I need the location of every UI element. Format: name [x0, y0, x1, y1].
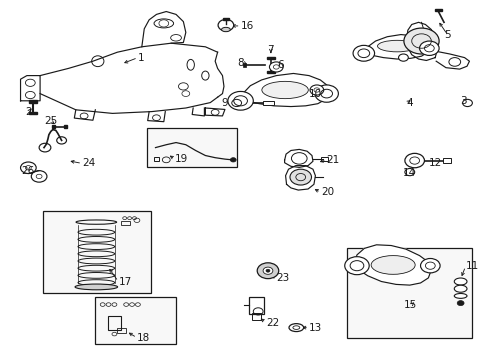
- Text: 6: 6: [277, 60, 284, 70]
- Bar: [43, 211, 150, 293]
- Circle shape: [404, 153, 424, 168]
- Text: 8: 8: [236, 58, 243, 68]
- Text: 24: 24: [82, 158, 95, 168]
- Text: 14: 14: [402, 168, 416, 178]
- Bar: [242, 63, 246, 67]
- Ellipse shape: [75, 284, 118, 290]
- Polygon shape: [20, 76, 40, 101]
- Polygon shape: [74, 110, 95, 120]
- Text: 20: 20: [320, 187, 333, 197]
- Ellipse shape: [370, 256, 414, 274]
- Bar: [121, 221, 130, 225]
- Text: 10: 10: [308, 89, 321, 99]
- Bar: [434, 9, 441, 11]
- Ellipse shape: [453, 285, 466, 292]
- Bar: [266, 57, 274, 59]
- Bar: [29, 112, 37, 114]
- Text: 26: 26: [21, 166, 35, 176]
- Ellipse shape: [288, 324, 303, 332]
- Bar: [146, 128, 237, 167]
- Text: 12: 12: [427, 158, 441, 168]
- Text: 23: 23: [275, 273, 288, 283]
- Polygon shape: [147, 112, 165, 122]
- Bar: [252, 313, 261, 320]
- Circle shape: [420, 258, 439, 273]
- Text: 3: 3: [459, 96, 466, 106]
- Circle shape: [314, 85, 338, 102]
- Polygon shape: [240, 73, 329, 107]
- Circle shape: [231, 99, 241, 107]
- Circle shape: [398, 54, 407, 61]
- Polygon shape: [434, 51, 468, 69]
- Circle shape: [257, 263, 278, 279]
- Ellipse shape: [221, 27, 230, 32]
- Text: 16: 16: [240, 21, 253, 31]
- Text: 19: 19: [175, 154, 188, 164]
- Bar: [95, 297, 176, 344]
- Circle shape: [352, 45, 374, 61]
- Polygon shape: [354, 245, 430, 285]
- Text: 18: 18: [137, 333, 150, 343]
- Bar: [117, 328, 126, 333]
- Bar: [249, 297, 264, 314]
- Text: 4: 4: [406, 98, 413, 108]
- Text: 7: 7: [267, 45, 274, 55]
- Polygon shape: [285, 166, 315, 190]
- Circle shape: [403, 28, 438, 54]
- Polygon shape: [142, 12, 185, 47]
- Text: 2: 2: [25, 107, 32, 117]
- Circle shape: [309, 85, 323, 95]
- Bar: [153, 157, 159, 161]
- Circle shape: [230, 158, 236, 162]
- Text: 1: 1: [138, 53, 144, 63]
- Bar: [223, 18, 228, 20]
- Text: 25: 25: [44, 116, 58, 126]
- Circle shape: [227, 91, 253, 110]
- Circle shape: [269, 62, 283, 72]
- Text: 5: 5: [443, 30, 450, 40]
- Circle shape: [419, 41, 438, 55]
- Polygon shape: [406, 22, 437, 60]
- Text: 15: 15: [403, 300, 417, 310]
- Circle shape: [218, 19, 233, 31]
- Bar: [266, 71, 274, 73]
- Text: 11: 11: [465, 261, 478, 271]
- Circle shape: [456, 301, 463, 306]
- Bar: [52, 125, 55, 128]
- Circle shape: [263, 267, 272, 274]
- Bar: [442, 158, 450, 163]
- Text: 22: 22: [265, 318, 279, 328]
- Circle shape: [265, 269, 269, 272]
- Bar: [346, 248, 471, 338]
- Ellipse shape: [453, 278, 466, 285]
- Circle shape: [404, 168, 414, 176]
- Circle shape: [344, 257, 368, 275]
- Bar: [107, 316, 121, 330]
- Text: 9: 9: [221, 98, 228, 108]
- Polygon shape: [205, 108, 224, 116]
- Polygon shape: [284, 149, 312, 167]
- Ellipse shape: [453, 293, 466, 298]
- Bar: [29, 100, 37, 103]
- Bar: [263, 101, 273, 105]
- Text: 17: 17: [118, 276, 131, 287]
- Bar: [320, 157, 327, 161]
- Polygon shape: [363, 35, 428, 59]
- Ellipse shape: [261, 81, 307, 99]
- Text: 21: 21: [326, 155, 339, 165]
- Circle shape: [462, 99, 471, 107]
- Circle shape: [289, 169, 311, 185]
- Text: 13: 13: [308, 323, 322, 333]
- Ellipse shape: [377, 40, 416, 52]
- Bar: [63, 125, 66, 128]
